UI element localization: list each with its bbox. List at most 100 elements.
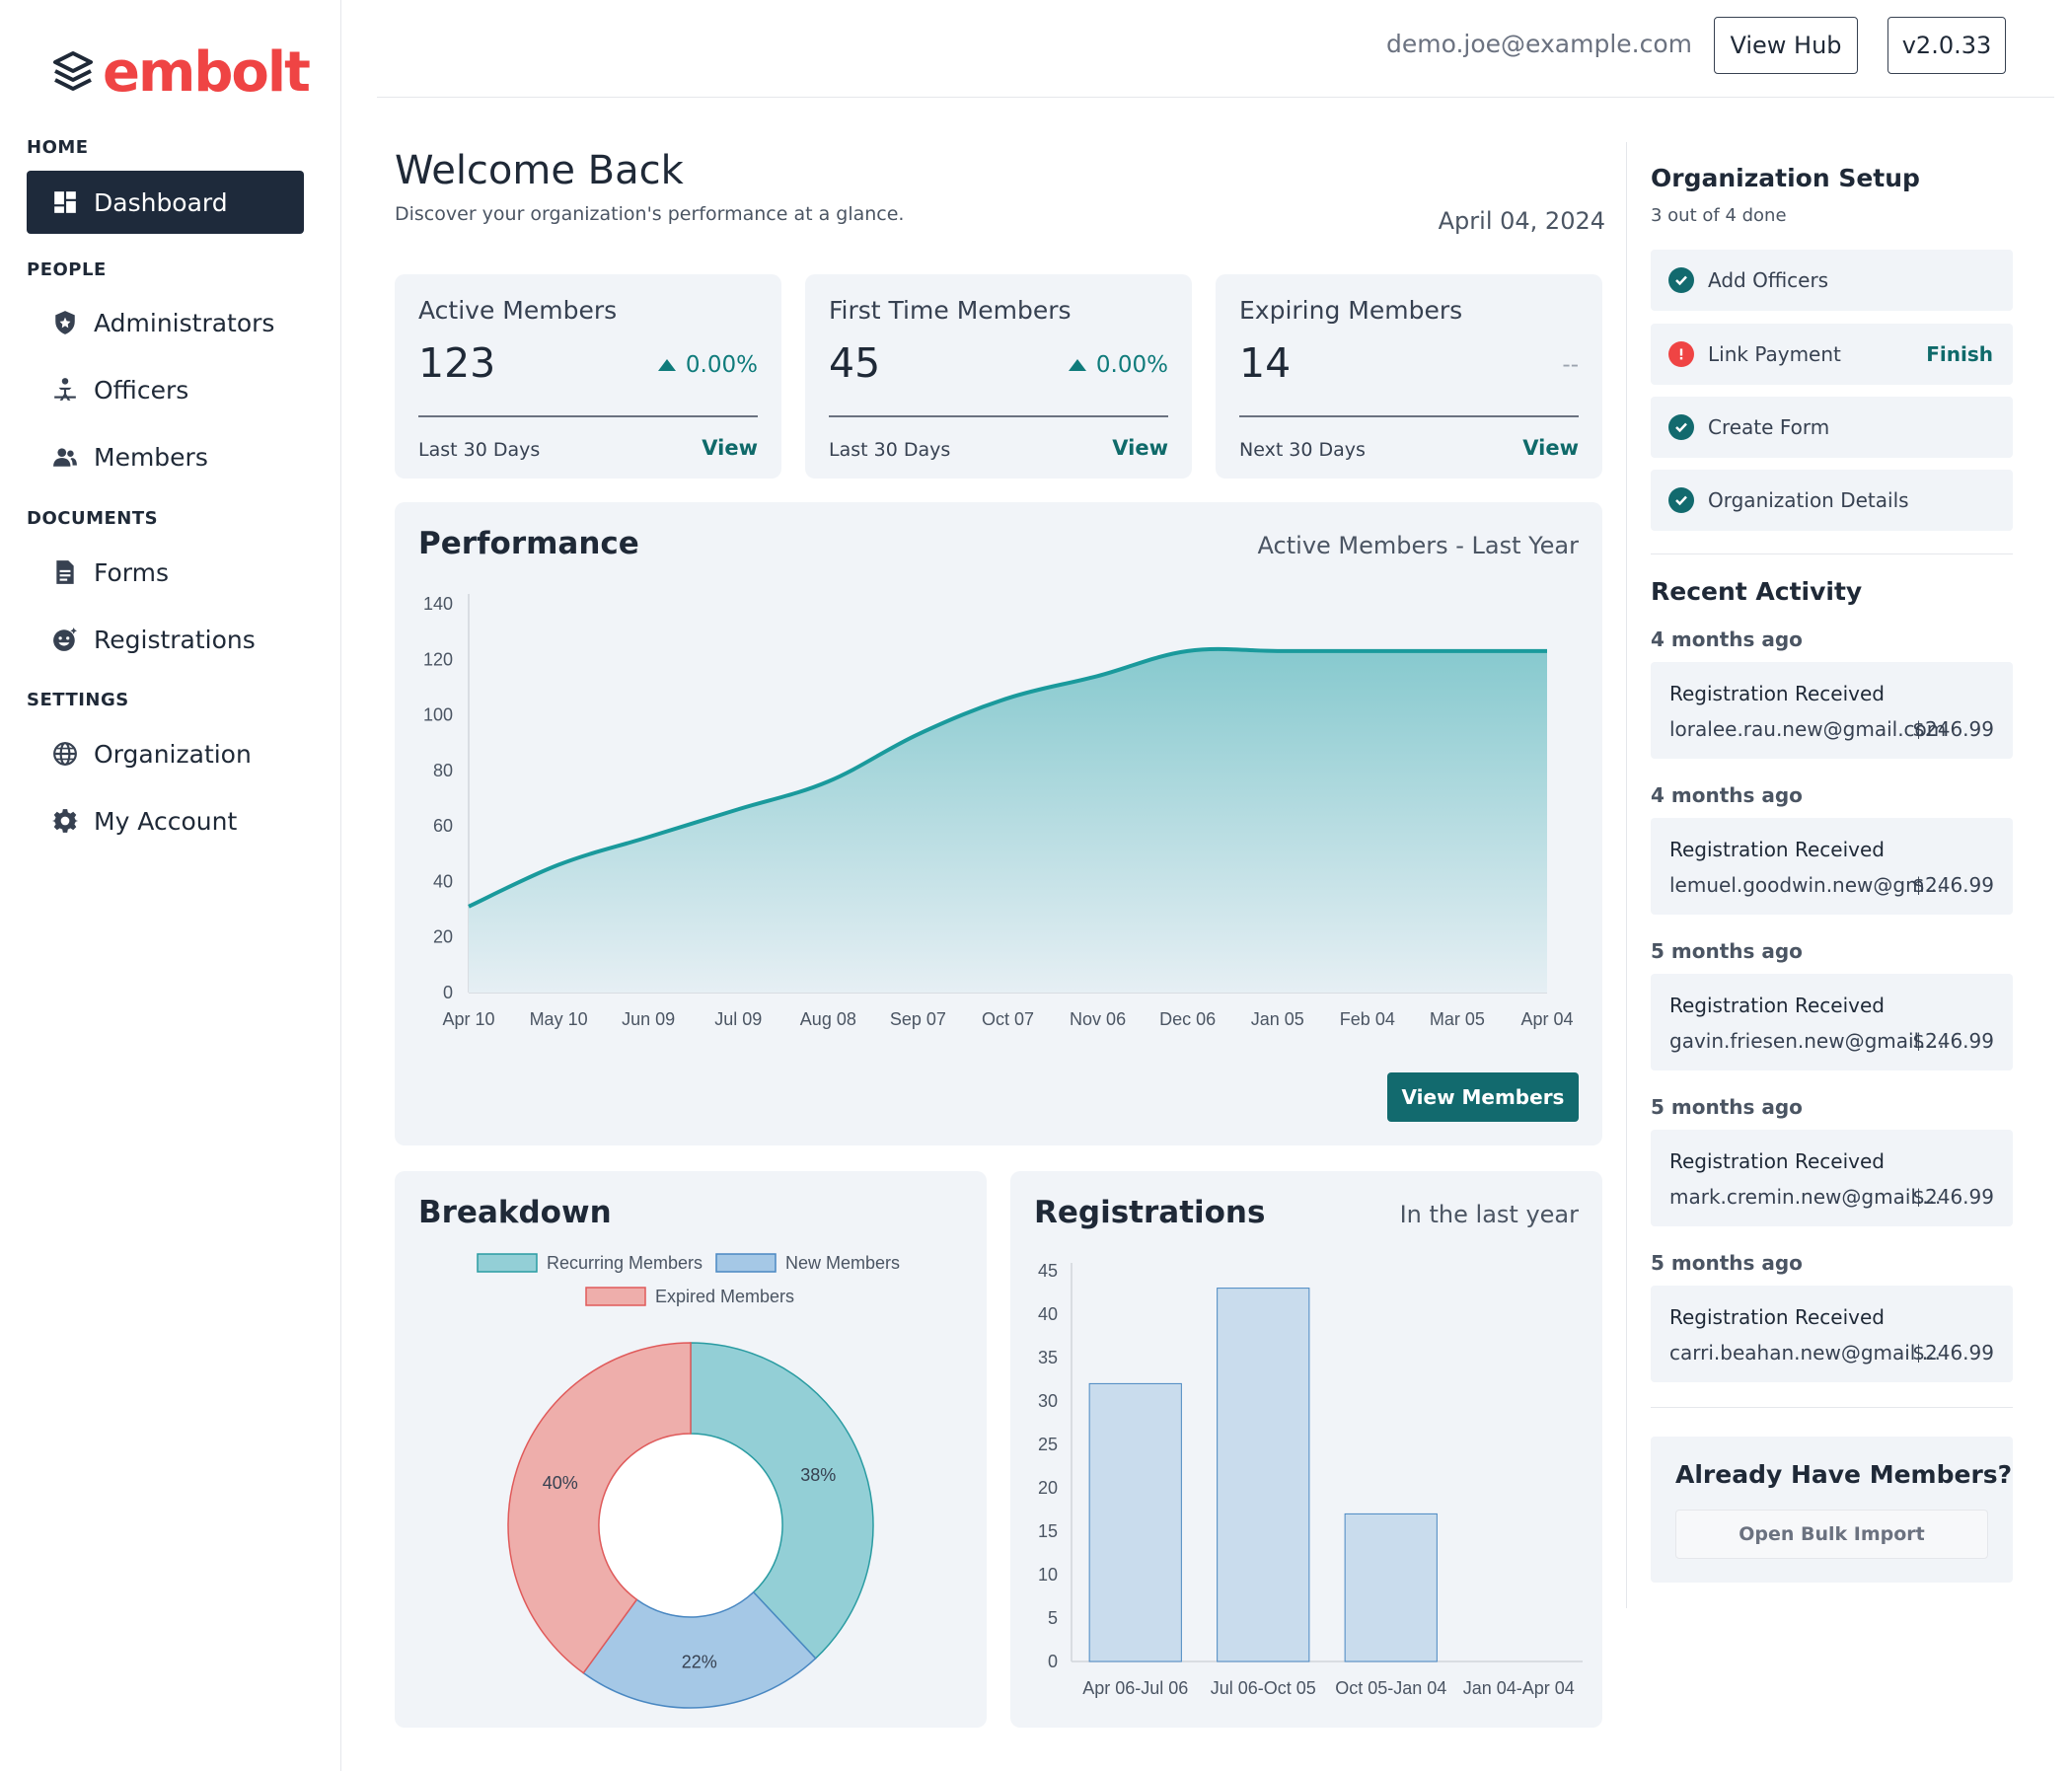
- stat-value: 14: [1239, 339, 1292, 387]
- activity-item[interactable]: Registration Received lemuel.goodwin.new…: [1651, 818, 2013, 915]
- sidebar-item-dashboard[interactable]: Dashboard: [27, 171, 304, 234]
- sidebar-item-officers[interactable]: Officers: [27, 358, 304, 421]
- x-tick-label: Apr 06-Jul 06: [1082, 1678, 1188, 1698]
- setup-item-create-form[interactable]: Create Form: [1651, 397, 2013, 458]
- activity-item-email: lemuel.goodwin.new@gm...: [1669, 873, 1944, 897]
- sidebar-item-label: Officers: [94, 375, 189, 405]
- stat-value: 123: [418, 339, 496, 387]
- stat-view-link[interactable]: View: [1522, 436, 1579, 460]
- x-tick-label: Sep 07: [890, 1009, 946, 1029]
- setup-item-organization-details[interactable]: Organization Details: [1651, 470, 2013, 531]
- activity-item-amount: $246.99: [1912, 717, 1994, 741]
- activity-item-email: carri.beahan.new@gmail....: [1669, 1341, 1941, 1365]
- stat-change-value: 0.00%: [1095, 352, 1168, 378]
- activity-item-amount: $246.99: [1912, 1185, 1994, 1209]
- x-tick-label: Apr 10: [442, 1009, 494, 1029]
- legend-label: New Members: [785, 1253, 900, 1273]
- sidebar-item-label: Organization: [94, 739, 252, 769]
- sidebar-item-organization[interactable]: Organization: [27, 722, 304, 785]
- sidebar-item-label: Members: [94, 442, 208, 472]
- stat-card-first-time-members: First Time Members 45 0.00% Last 30 Days…: [805, 274, 1192, 479]
- x-tick-label: Aug 08: [800, 1009, 856, 1029]
- activity-item-title: Registration Received: [1669, 994, 1885, 1017]
- setup-progress: 3 out of 4 done: [1651, 205, 1787, 226]
- y-tick-label: 40: [433, 871, 453, 891]
- x-tick-label: Jun 09: [622, 1009, 675, 1029]
- setup-item-label: Create Form: [1708, 415, 1830, 439]
- registrations-subtitle: In the last year: [1399, 1201, 1579, 1228]
- activity-item[interactable]: Registration Received loralee.rau.new@gm…: [1651, 662, 2013, 759]
- performance-card: Performance Active Members - Last Year 0…: [395, 502, 1602, 1145]
- slice-label: 40%: [543, 1473, 578, 1493]
- users-icon: [50, 442, 80, 472]
- globe-icon: [50, 739, 80, 769]
- check-circle-icon: [1668, 267, 1694, 293]
- stat-view-link[interactable]: View: [702, 436, 758, 460]
- activity-item[interactable]: Registration Received mark.cremin.new@gm…: [1651, 1130, 2013, 1226]
- activity-item-title: Registration Received: [1669, 682, 1885, 705]
- setup-item-add-officers[interactable]: Add Officers: [1651, 250, 2013, 311]
- y-tick-label: 30: [1038, 1391, 1058, 1411]
- version-button[interactable]: v2.0.33: [1887, 17, 2006, 74]
- x-tick-label: Feb 04: [1340, 1009, 1395, 1029]
- legend-swatch: [715, 1253, 777, 1273]
- activity-time: 5 months ago: [1651, 1251, 1803, 1275]
- document-icon: [50, 557, 80, 587]
- check-circle-icon: [1668, 487, 1694, 513]
- activity-time: 4 months ago: [1651, 783, 1803, 807]
- area-line: [468, 646, 1547, 909]
- view-hub-button[interactable]: View Hub: [1714, 17, 1858, 74]
- bar: [1088, 1382, 1182, 1662]
- sidebar-item-label: Administrators: [94, 308, 275, 337]
- activity-item-amount: $246.99: [1912, 1341, 1994, 1365]
- x-tick-label: May 10: [530, 1009, 588, 1029]
- arrow-up-icon: [1068, 359, 1086, 371]
- stat-label: Active Members: [418, 296, 618, 325]
- y-tick-label: 35: [1038, 1348, 1058, 1367]
- activity-item[interactable]: Registration Received gavin.friesen.new@…: [1651, 974, 2013, 1070]
- stat-change: --: [1562, 352, 1579, 378]
- activity-item-title: Registration Received: [1669, 838, 1885, 861]
- stat-view-link[interactable]: View: [1112, 436, 1168, 460]
- activity-time: 5 months ago: [1651, 1095, 1803, 1119]
- y-tick-label: 0: [443, 983, 453, 1002]
- y-tick-label: 45: [1038, 1261, 1058, 1281]
- setup-item-link-payment[interactable]: Link Payment Finish: [1651, 324, 2013, 385]
- y-tick-label: 20: [1038, 1478, 1058, 1498]
- finish-link[interactable]: Finish: [1926, 342, 1993, 366]
- y-tick-label: 40: [1038, 1304, 1058, 1324]
- bulk-import-title: Already Have Members?: [1675, 1460, 2013, 1489]
- gear-icon: [50, 806, 80, 836]
- brand-logo[interactable]: embolt: [51, 45, 311, 101]
- top-bar: demo.joe@example.com View Hub v2.0.33: [377, 0, 2054, 98]
- sidebar-item-members[interactable]: Members: [27, 425, 304, 488]
- x-tick-label: Jan 05: [1251, 1009, 1304, 1029]
- page-title: Welcome Back: [395, 148, 684, 193]
- divider: [1651, 553, 2013, 554]
- performance-area-chart: 0 20 40 60 80 100 120 140 Apr 10 May 10 Jun 09 Jul …: [423, 594, 1574, 1029]
- activity-item-email: gavin.friesen.new@gmail....: [1669, 1029, 1945, 1053]
- divider: [1651, 1407, 2013, 1408]
- right-panel-divider: [1626, 142, 1627, 1608]
- donut-slice: [690, 1342, 874, 1660]
- view-members-button[interactable]: View Members: [1387, 1072, 1579, 1122]
- activity-item[interactable]: Registration Received carri.beahan.new@g…: [1651, 1286, 2013, 1382]
- setup-item-label: Organization Details: [1708, 488, 1909, 512]
- sidebar-item-administrators[interactable]: Administrators: [27, 291, 304, 354]
- layers-logo-icon: [53, 51, 93, 91]
- y-tick-label: 5: [1048, 1608, 1058, 1628]
- breakdown-title: Breakdown: [418, 1195, 612, 1230]
- legend-swatch: [585, 1287, 646, 1306]
- performance-subtitle: Active Members - Last Year: [1257, 532, 1579, 559]
- donut-slice: [507, 1342, 692, 1674]
- open-bulk-import-button[interactable]: Open Bulk Import: [1675, 1510, 1988, 1559]
- nav-section-people: PEOPLE: [27, 259, 107, 280]
- sidebar-item-my-account[interactable]: My Account: [27, 789, 304, 852]
- activity-item-title: Registration Received: [1669, 1149, 1885, 1173]
- sidebar-item-forms[interactable]: Forms: [27, 541, 304, 604]
- performance-title: Performance: [418, 526, 639, 561]
- sidebar-item-registrations[interactable]: Registrations: [27, 608, 304, 671]
- stat-change-value: --: [1562, 352, 1579, 378]
- divider: [418, 415, 758, 417]
- stat-label: First Time Members: [829, 296, 1072, 325]
